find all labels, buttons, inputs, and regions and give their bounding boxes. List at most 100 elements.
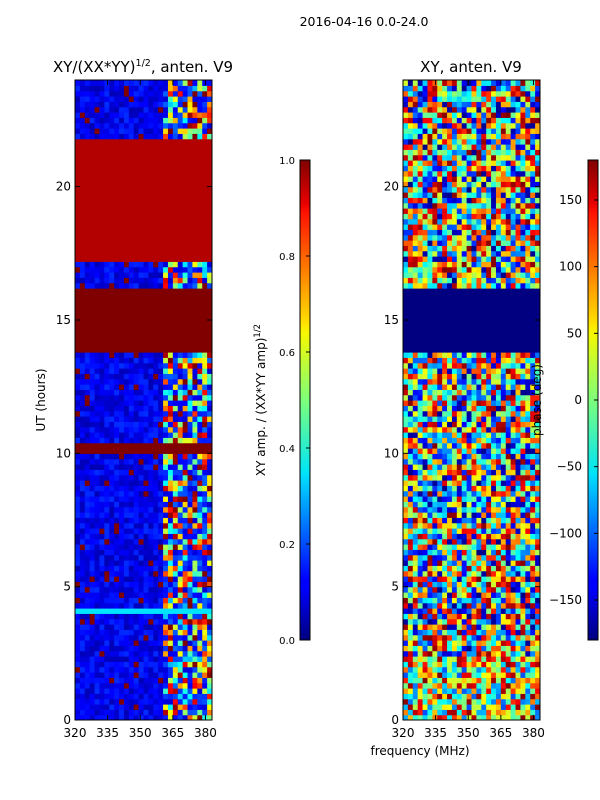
left-heat-cell — [148, 373, 154, 380]
left-heat-cell — [192, 549, 198, 556]
right-heat-cell — [432, 629, 438, 636]
left-heat-cell — [197, 272, 203, 278]
left-heat-cell — [94, 458, 101, 465]
left-heat-cell — [192, 229, 198, 236]
left-heat-cell — [148, 336, 154, 342]
left-heat-cell — [182, 458, 189, 465]
right-heat-cell — [505, 709, 512, 716]
right-heat-cell — [481, 682, 487, 689]
left-heat-cell — [94, 565, 101, 572]
right-heat-cell — [486, 549, 492, 556]
left-heat-cell — [114, 138, 120, 145]
left-heat-cell — [153, 592, 159, 598]
right-heat-cell — [442, 613, 448, 620]
left-heat-cell — [99, 101, 105, 108]
left-heat-cell — [158, 432, 164, 438]
right-heat-cell — [451, 544, 458, 550]
right-heat-cell — [432, 533, 438, 540]
left-heat-cell — [167, 293, 174, 300]
left-heat-cell — [109, 320, 115, 326]
right-heat-cell — [471, 597, 477, 604]
left-heat-cell — [119, 133, 125, 140]
right-heat-cell — [437, 618, 443, 625]
left-heat-cell — [119, 298, 125, 305]
right-heat-cell — [505, 437, 512, 444]
right-heat-cell — [403, 533, 409, 540]
right-heat-cell — [491, 560, 497, 566]
left-heat-cell — [94, 688, 101, 694]
left-heat-cell — [128, 448, 135, 454]
left-heat-cell — [153, 496, 159, 502]
left-heat-cell — [153, 85, 159, 92]
right-heat-cell — [491, 448, 497, 454]
left-heat-cell — [143, 490, 149, 497]
right-heat-cell — [520, 554, 526, 561]
right-heat-cell — [447, 704, 453, 710]
left-heat-cell — [109, 400, 115, 406]
left-heat-cell — [133, 469, 140, 476]
left-heat-cell — [133, 394, 140, 401]
left-heat-cell — [75, 661, 81, 668]
left-heat-cell — [172, 410, 179, 417]
left-heat-cell — [158, 245, 164, 252]
left-heat-cell — [84, 666, 91, 673]
left-heat-cell — [114, 565, 120, 572]
left-heat-cell — [177, 154, 184, 161]
left-heat-cell — [167, 165, 174, 172]
left-heat-cell — [143, 656, 149, 662]
right-heat-cell — [500, 501, 507, 508]
left-heat-cell — [202, 101, 208, 108]
left-heat-cell — [177, 570, 184, 577]
left-heat-cell — [143, 106, 149, 113]
left-heat-cell — [89, 437, 96, 444]
right-heat-cell — [535, 549, 540, 556]
left-heat-cell — [89, 597, 96, 604]
left-heat-cell — [133, 597, 140, 604]
left-heat-cell — [84, 448, 91, 454]
right-heat-cell — [417, 714, 424, 720]
left-heat-cell — [158, 218, 164, 225]
left-heat-cell — [79, 154, 86, 161]
left-heat-cell — [94, 474, 101, 481]
right-heat-cell — [412, 474, 419, 481]
right-heat-cell — [505, 650, 512, 657]
left-heat-cell — [75, 613, 81, 620]
left-heat-cell — [202, 704, 208, 710]
right-heat-cell — [535, 490, 540, 497]
left-heat-cell — [84, 688, 91, 694]
left-heat-cell — [119, 448, 125, 454]
left-heat-cell — [89, 96, 96, 102]
right-heat-cell — [510, 453, 517, 460]
right-heat-cell — [466, 656, 473, 662]
left-heat-cell — [187, 560, 194, 566]
left-heat-cell — [172, 186, 179, 193]
right-heat-cell — [525, 421, 531, 428]
right-heat-cell — [422, 592, 429, 598]
left-heat-cell — [202, 288, 208, 294]
right-heat-cell — [510, 693, 517, 700]
right-heat-cell — [447, 538, 453, 545]
left-heat-cell — [167, 496, 174, 502]
left-heat-cell — [75, 330, 81, 337]
left-heat-cell — [104, 389, 110, 396]
right-heat-cell — [461, 421, 468, 428]
right-heat-cell — [437, 640, 443, 646]
right-heat-cell — [535, 650, 540, 657]
left-heat-cell — [75, 165, 81, 172]
right-heat-cell — [505, 490, 512, 497]
left-heat-cell — [182, 80, 189, 86]
left-heat-cell — [138, 661, 145, 668]
right-heat-cell — [412, 688, 419, 694]
left-heat-cell — [104, 384, 110, 390]
right-heat-cell — [442, 528, 448, 534]
right-heat-cell — [491, 618, 497, 625]
left-heat-cell — [207, 330, 212, 337]
right-heat-cell — [437, 661, 443, 668]
left-heat-cell — [182, 517, 189, 524]
right-heat-cell — [456, 458, 463, 465]
left-heat-cell — [143, 250, 149, 257]
left-heat-cell — [197, 165, 203, 172]
left-heat-cell — [133, 613, 140, 620]
right-heat-cell — [505, 432, 512, 438]
left-heat-cell — [197, 293, 203, 300]
